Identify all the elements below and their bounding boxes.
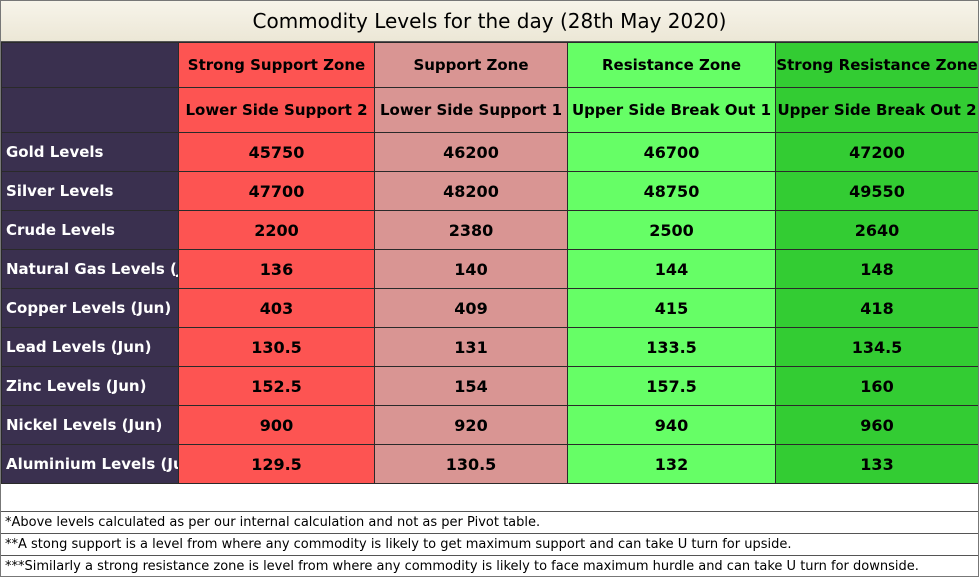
levels-table: Strong Support Zone Support Zone Resista… [1,42,978,484]
table-row: Gold Levels 45750 46200 46700 47200 [1,132,978,172]
value-cell: 900 [178,405,375,445]
value-cell: 920 [374,405,568,445]
row-label: Zinc Levels (Jun) [1,366,179,406]
value-cell: 46200 [374,132,568,172]
row-label: Lead Levels (Jun) [1,327,179,367]
row-label: Nickel Levels (Jun) [1,405,179,445]
value-cell: 47700 [178,171,375,211]
value-cell: 2200 [178,210,375,250]
value-cell: 45750 [178,132,375,172]
zone-header-support: Support Zone [374,42,568,88]
header-corner-cell [1,42,179,88]
value-cell: 2640 [775,210,978,250]
row-label: Crude Levels [1,210,179,250]
row-label: Silver Levels [1,171,179,211]
table-row: Natural Gas Levels (Ju 136 140 144 148 [1,249,978,289]
footnote-3: ***Similarly a strong resistance zone is… [5,559,919,574]
table-row: Copper Levels (Jun) 403 409 415 418 [1,288,978,328]
footnote-2: **A stong support is a level from where … [1,534,978,556]
value-cell: 154 [374,366,568,406]
value-cell: 2500 [567,210,776,250]
value-cell: 2380 [374,210,568,250]
value-cell: 152.5 [178,366,375,406]
value-cell: 136 [178,249,375,289]
value-cell: 131 [374,327,568,367]
value-cell: 46700 [567,132,776,172]
subheader-lower-support-2: Lower Side Support 2 [178,87,375,133]
value-cell: 140 [374,249,568,289]
table-row: Aluminium Levels (Jun 129.5 130.5 132 13… [1,444,978,484]
value-cell: 132 [567,444,776,484]
zone-header-row: Strong Support Zone Support Zone Resista… [1,42,978,88]
subheader-upper-breakout-2: Upper Side Break Out 2 [775,87,978,133]
value-cell: 960 [775,405,978,445]
value-cell: 130.5 [178,327,375,367]
row-label: Natural Gas Levels (Ju [1,249,179,289]
subheader-row: Lower Side Support 2 Lower Side Support … [1,87,978,133]
value-cell: 157.5 [567,366,776,406]
table-row: Zinc Levels (Jun) 152.5 154 157.5 160 [1,366,978,406]
value-cell: 148 [775,249,978,289]
subheader-upper-breakout-1: Upper Side Break Out 1 [567,87,776,133]
value-cell: 130.5 [374,444,568,484]
value-cell: 133 [775,444,978,484]
zone-header-resistance: Resistance Zone [567,42,776,88]
blank-row [1,491,978,512]
row-label: Gold Levels [1,132,179,172]
footnote-1: *Above levels calculated as per our inte… [1,512,978,534]
table-row: Lead Levels (Jun) 130.5 131 133.5 134.5 [1,327,978,367]
value-cell: 47200 [775,132,978,172]
value-cell: 418 [775,288,978,328]
value-cell: 160 [775,366,978,406]
table-row: Crude Levels 2200 2380 2500 2640 [1,210,978,250]
value-cell: 48200 [374,171,568,211]
table-row: Nickel Levels (Jun) 900 920 940 960 [1,405,978,445]
footnotes: *Above levels calculated as per our inte… [1,491,978,576]
value-cell: 415 [567,288,776,328]
zone-header-strong-resistance: Strong Resistance Zone [775,42,978,88]
value-cell: 144 [567,249,776,289]
value-cell: 134.5 [775,327,978,367]
table-row: Silver Levels 47700 48200 48750 49550 [1,171,978,211]
value-cell: 409 [374,288,568,328]
value-cell: 403 [178,288,375,328]
value-cell: 129.5 [178,444,375,484]
zone-header-strong-support: Strong Support Zone [178,42,375,88]
sheet-title: Commodity Levels for the day (28th May 2… [1,1,978,42]
value-cell: 48750 [567,171,776,211]
value-cell: 133.5 [567,327,776,367]
row-label: Aluminium Levels (Jun [1,444,179,484]
subheader-lower-support-1: Lower Side Support 1 [374,87,568,133]
subheader-corner-cell [1,87,179,133]
row-label: Copper Levels (Jun) [1,288,179,328]
value-cell: 940 [567,405,776,445]
value-cell: 49550 [775,171,978,211]
